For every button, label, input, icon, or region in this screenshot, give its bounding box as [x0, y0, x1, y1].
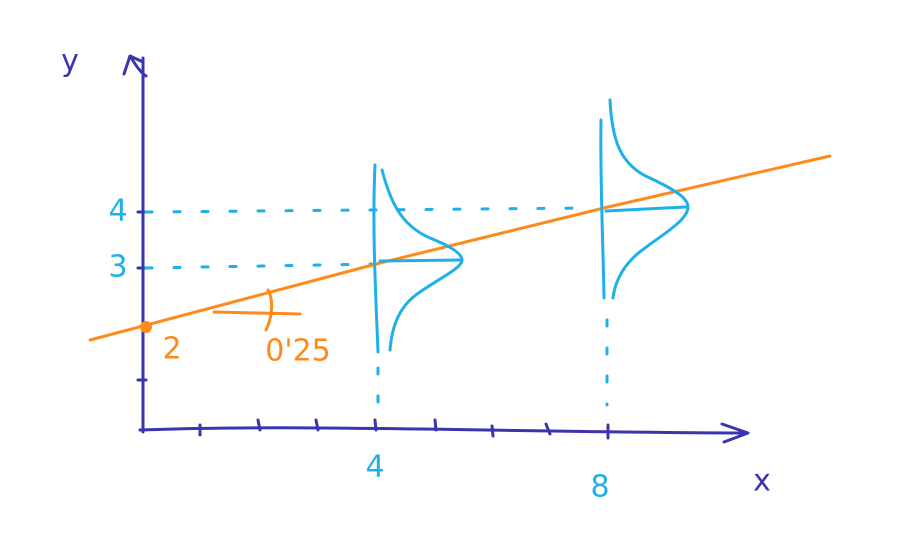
guide-lines	[144, 206, 592, 270]
y-label: 4	[108, 194, 127, 229]
intercept-label: 2	[162, 332, 181, 367]
distribution-mean	[378, 258, 464, 263]
distribution-axis	[372, 163, 380, 354]
distribution-curve	[608, 98, 690, 300]
intercept-point	[140, 321, 152, 333]
regression-line	[88, 154, 832, 342]
guide-lines-vertical	[376, 318, 609, 407]
slope-marker	[212, 288, 302, 332]
y-label: 3	[108, 250, 127, 285]
y-axis-label: y	[61, 44, 79, 79]
slope-label: 0'25	[265, 334, 331, 369]
ticks	[136, 210, 610, 440]
x-axis	[138, 422, 750, 444]
distribution-axis	[599, 118, 606, 300]
x-axis-label: x	[753, 464, 771, 499]
y-axis	[122, 54, 148, 434]
x-label: 4	[365, 450, 384, 485]
distribution-mean	[604, 205, 688, 213]
x-label: 8	[590, 470, 609, 505]
